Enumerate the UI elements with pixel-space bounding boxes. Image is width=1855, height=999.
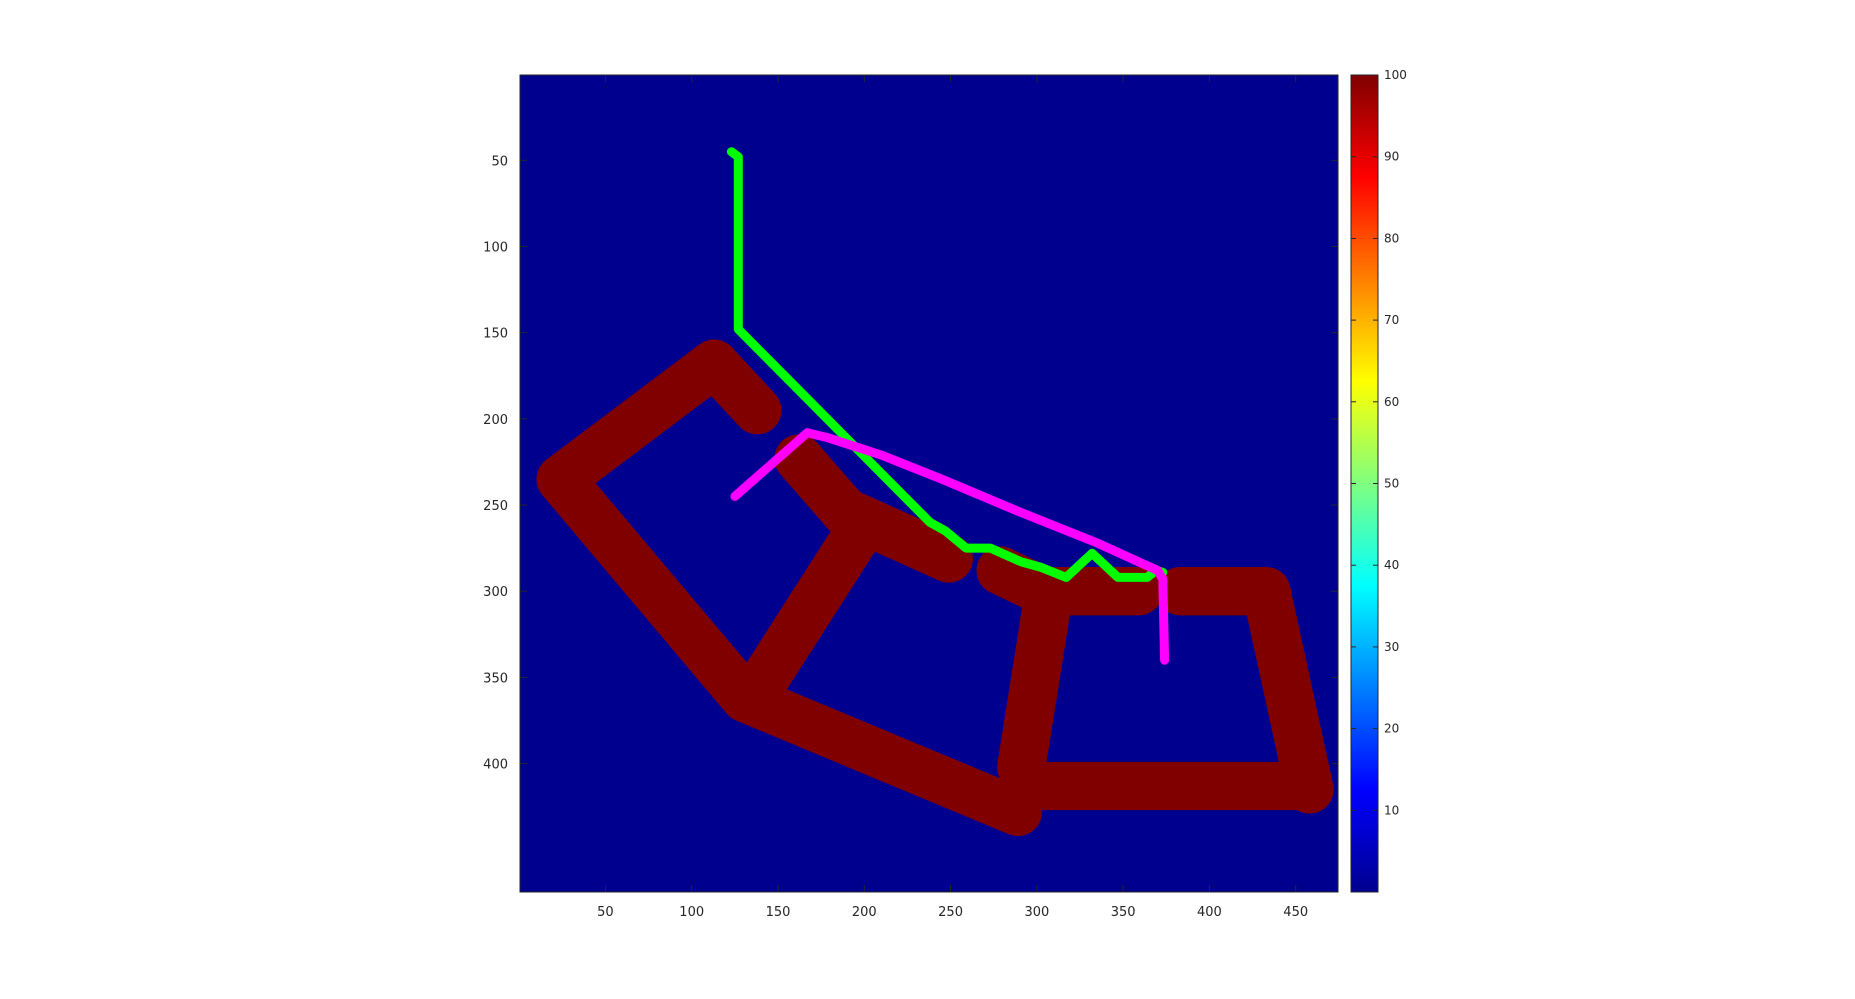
colorbar-tick-label-80: 80 <box>1384 231 1399 245</box>
colorbar-tick-label-70: 70 <box>1384 313 1399 327</box>
path-series-1 <box>726 147 1168 582</box>
x-tick-label-400: 400 <box>1197 905 1222 920</box>
heatmap-axes: 50 100 150 200 250 300 350 400 450 50 100 150 200 25… <box>483 74 1339 920</box>
colorbar-tick-label-40: 40 <box>1384 558 1399 572</box>
y-tick-label-150: 150 <box>483 327 508 342</box>
x-tick-label-300: 300 <box>1024 905 1049 920</box>
x-tick-label-200: 200 <box>852 905 877 920</box>
y-tick-label-400: 400 <box>483 758 508 773</box>
x-tick-label-450: 450 <box>1283 905 1308 920</box>
x-tick-label-50: 50 <box>597 905 614 920</box>
obstacle-band-8 <box>1155 567 1334 814</box>
colorbar-tick-label-90: 90 <box>1384 150 1399 164</box>
colorbar-tick-label-10: 10 <box>1384 803 1399 817</box>
colorbar-ticks: 10 20 30 40 50 60 70 80 90 100 <box>1350 68 1407 893</box>
axes-frame <box>519 74 1339 893</box>
x-axis: 50 100 150 200 250 300 350 400 450 <box>597 75 1308 920</box>
x-tick-label-100: 100 <box>679 905 704 920</box>
colorbar-tick-label-30: 30 <box>1384 640 1399 654</box>
y-tick-label-50: 50 <box>491 154 508 169</box>
colorbar-tick-label-50: 50 <box>1384 477 1399 491</box>
y-tick-label-100: 100 <box>483 241 508 256</box>
y-axis: 50 100 150 200 250 300 350 400 <box>483 154 1338 773</box>
colorbar-tick-label-20: 20 <box>1384 722 1399 736</box>
obstacle-band-7 <box>997 568 1074 792</box>
path-layer <box>726 147 1170 665</box>
y-tick-label-350: 350 <box>483 671 508 686</box>
y-tick-label-200: 200 <box>483 413 508 428</box>
colorbar-tick-label-60: 60 <box>1384 395 1399 409</box>
colorbar-tick-label-100: 100 <box>1384 68 1407 82</box>
path-series-2 <box>730 428 1170 665</box>
x-tick-label-250: 250 <box>938 905 963 920</box>
y-tick-label-250: 250 <box>483 499 508 514</box>
colorbar: 10 20 30 40 50 60 70 80 90 100 <box>1350 68 1407 893</box>
x-tick-label-150: 150 <box>766 905 791 920</box>
obstacle-layer <box>536 339 1334 837</box>
obstacle-band-5 <box>741 510 882 702</box>
x-tick-label-350: 350 <box>1111 905 1136 920</box>
y-tick-label-300: 300 <box>483 585 508 600</box>
obstacle-band-2 <box>536 339 1043 837</box>
